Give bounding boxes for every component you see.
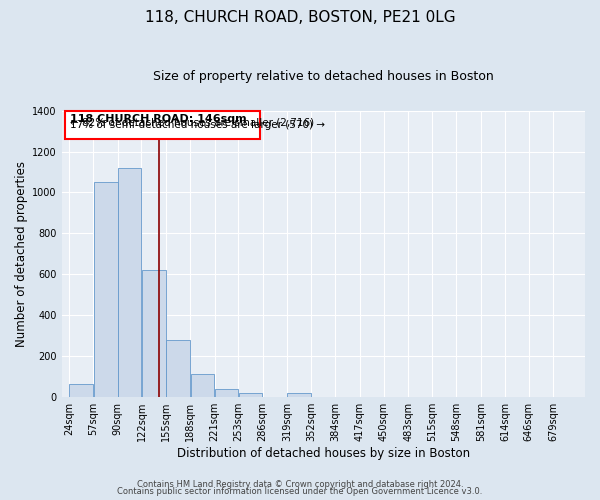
Title: Size of property relative to detached houses in Boston: Size of property relative to detached ho… (153, 70, 494, 83)
Text: Contains HM Land Registry data © Crown copyright and database right 2024.: Contains HM Land Registry data © Crown c… (137, 480, 463, 489)
Bar (142, 270, 166, 397)
Text: ← 82% of detached houses are smaller (2,716): ← 82% of detached houses are smaller (2,… (70, 117, 314, 127)
Bar (287, 393, 311, 397)
Bar (191, 374, 214, 397)
Text: 17% of semi-detached houses are larger (570) →: 17% of semi-detached houses are larger (… (70, 120, 325, 130)
Bar (215, 389, 238, 397)
X-axis label: Distribution of detached houses by size in Boston: Distribution of detached houses by size … (177, 447, 470, 460)
Bar (166, 340, 190, 397)
Bar (118, 168, 141, 397)
Bar (65, 110, 260, 139)
Text: 118 CHURCH ROAD: 146sqm: 118 CHURCH ROAD: 146sqm (70, 114, 247, 124)
Bar (239, 393, 262, 397)
Text: Contains public sector information licensed under the Open Government Licence v3: Contains public sector information licen… (118, 487, 482, 496)
Y-axis label: Number of detached properties: Number of detached properties (15, 161, 28, 347)
Bar (94, 182, 118, 397)
Bar (69, 384, 93, 397)
Text: 118, CHURCH ROAD, BOSTON, PE21 0LG: 118, CHURCH ROAD, BOSTON, PE21 0LG (145, 10, 455, 25)
